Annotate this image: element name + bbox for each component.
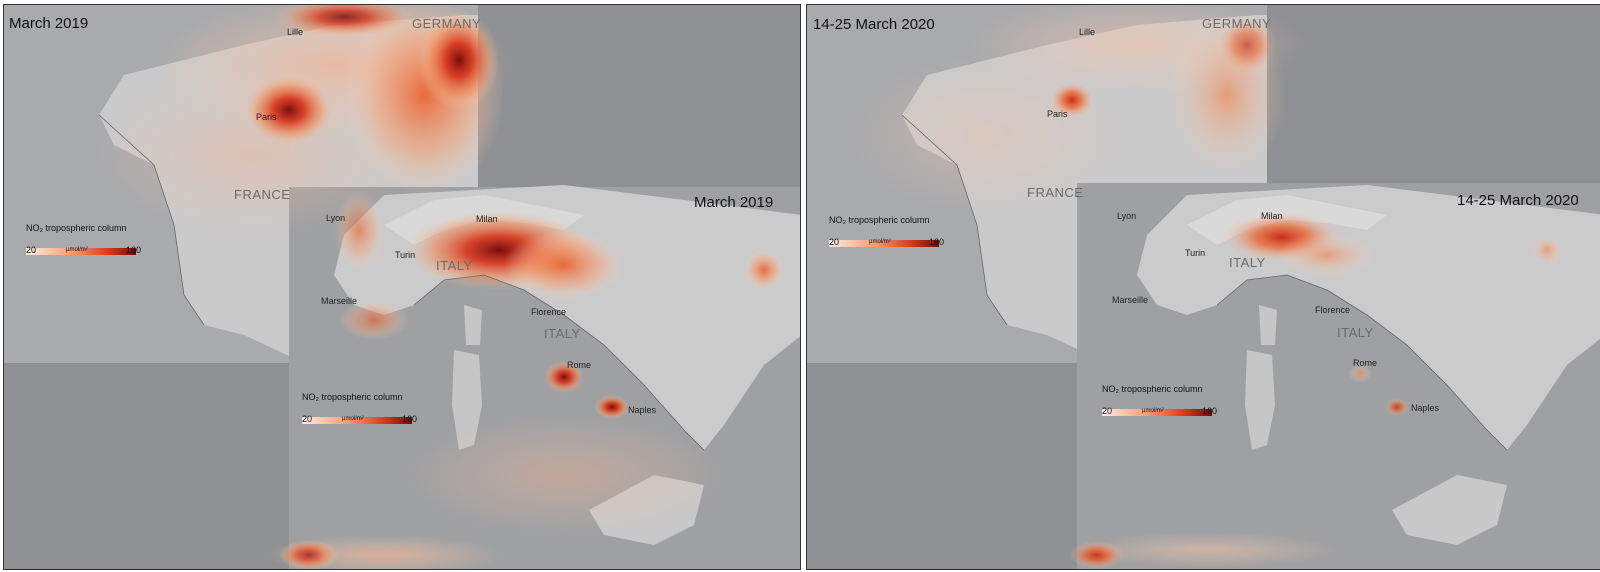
country-label-italy-north: ITALY [1229,255,1266,270]
map-panel-march-2019: March 2019 March 2019 GERMANY FRANCE ITA… [3,4,801,570]
period-label-italy: March 2019 [694,194,774,211]
city-label: Naples [628,405,657,415]
country-label-italy-south: ITALY [1337,325,1374,340]
country-label-france: FRANCE [1027,185,1084,200]
city-label: Lille [287,27,304,37]
city-label: Paris [256,112,277,122]
legend-max: 160 [126,245,142,255]
legend-italy: NO₂ tropospheric column 20 µmol/m² 160 [302,392,422,425]
city-label: Lyon [326,213,346,223]
legend-max: 160 [929,237,945,247]
legend-colorbar [302,406,412,413]
country-label-italy-north: ITALY [436,258,473,273]
country-label-italy-south: ITALY [544,326,581,341]
city-label: Lille [1079,27,1096,37]
city-label: Turin [395,250,416,260]
city-label: Marseille [1112,295,1149,305]
legend-italy: NO₂ tropospheric column 20 µmol/m² 160 [1102,384,1222,417]
city-label: Naples [1411,403,1440,413]
legend-min: 20 [302,414,313,424]
legend-title: NO₂ tropospheric column [1102,384,1203,394]
no2-map-2020 [807,5,1600,569]
city-label: Florence [1315,305,1351,315]
legend-unit: µmol/m² [66,247,88,253]
city-label: Milan [1261,211,1283,221]
legend-colorbar [1102,398,1212,405]
country-label-germany: GERMANY [1202,16,1272,31]
no2-map-2019 [4,5,800,569]
legend-min: 20 [829,237,840,247]
period-label-france: 14-25 March 2020 [813,16,935,33]
legend-title: NO₂ tropospheric column [26,223,127,233]
country-label-france: FRANCE [234,187,291,202]
city-label: Lyon [1117,211,1137,221]
city-label: Rome [567,360,592,370]
legend-title: NO₂ tropospheric column [829,215,930,225]
map-panel-march-2020: 14-25 March 2020 14-25 March 2020 GERMAN… [806,4,1600,570]
period-label-france: March 2019 [9,15,89,32]
legend-max: 160 [1202,406,1218,416]
city-label: Marseille [321,296,358,306]
city-label: Milan [476,214,498,224]
period-label-italy: 14-25 March 2020 [1457,192,1579,209]
city-label: Florence [531,307,567,317]
country-label-germany: GERMANY [412,16,482,31]
legend-unit: µmol/m² [342,416,364,422]
city-label: Rome [1353,358,1378,368]
legend-min: 20 [1102,406,1113,416]
legend-max: 160 [402,414,418,424]
legend-france: NO₂ tropospheric column 20 µmol/m² 160 [829,215,949,248]
legend-min: 20 [26,245,37,255]
city-label: Turin [1185,248,1206,258]
city-label: Paris [1047,109,1068,119]
legend-france: NO₂ tropospheric column 20 µmol/m² 160 [26,223,146,256]
legend-unit: µmol/m² [1142,408,1164,414]
legend-unit: µmol/m² [869,239,891,245]
legend-colorbar [829,229,939,236]
legend-colorbar [26,237,136,244]
legend-title: NO₂ tropospheric column [302,392,403,402]
